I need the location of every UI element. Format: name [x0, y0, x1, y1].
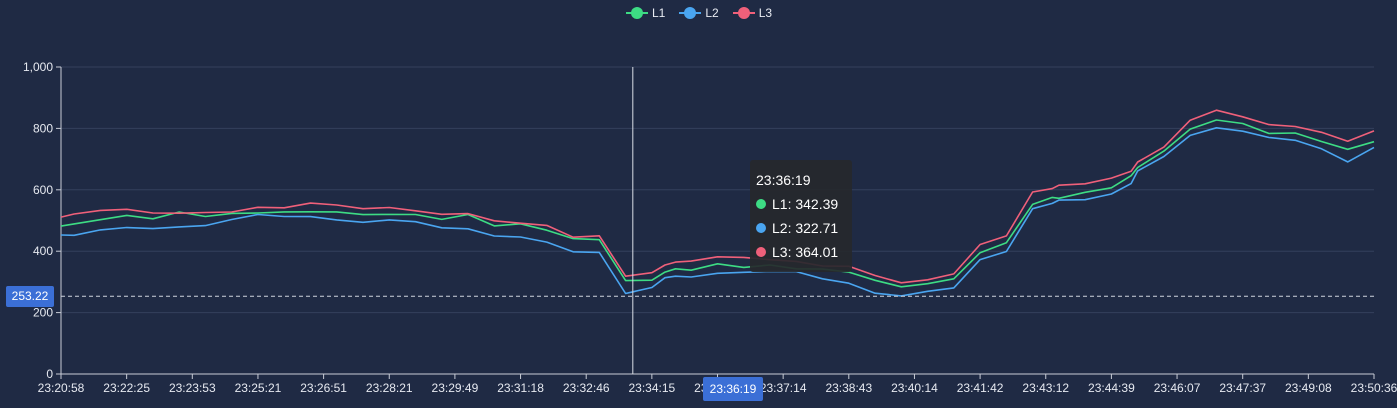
- xtick-label-0: 23:20:58: [38, 381, 85, 395]
- legend-swatch-l1: [626, 7, 648, 19]
- tooltip: 23:36:19 L1: 342.39 L2: 322.71 L3: 364.0…: [750, 160, 852, 272]
- legend-item-l1[interactable]: L1: [626, 6, 665, 20]
- xtick-label-3: 23:25:21: [235, 381, 282, 395]
- xtick-label-19: 23:49:08: [1285, 381, 1332, 395]
- tooltip-row-l3: L3: 364.01: [756, 240, 846, 264]
- xtick-label-15: 23:43:12: [1022, 381, 1069, 395]
- ytick-label-0: 0: [46, 367, 53, 381]
- tooltip-title: 23:36:19: [756, 172, 811, 188]
- xtick-label-5: 23:28:21: [366, 381, 413, 395]
- tooltip-text-l2: L2: 322.71: [772, 220, 839, 236]
- legend-item-l2[interactable]: L2: [679, 6, 719, 20]
- series-line-l2[interactable]: [60, 127, 1375, 297]
- ytick-label-4: 800: [33, 121, 53, 135]
- legend-swatch-l2: [679, 7, 702, 19]
- tooltip-dot-l2: [756, 223, 766, 233]
- tooltip-row-l1: L1: 342.39: [756, 192, 846, 216]
- tooltip-text-l1: L1: 342.39: [772, 196, 839, 212]
- tooltip-text-l3: L3: 364.01: [772, 244, 839, 260]
- ytick-label-5: 1,000: [23, 60, 53, 74]
- ytick-label-2: 400: [33, 244, 53, 258]
- xtick-label-2: 23:23:53: [169, 381, 216, 395]
- tooltip-row-l2: L2: 322.71: [756, 216, 846, 240]
- xtick-label-8: 23:32:46: [563, 381, 610, 395]
- xtick-label-18: 23:47:37: [1219, 381, 1266, 395]
- xtick-label-4: 23:26:51: [300, 381, 347, 395]
- ytick-label-3: 600: [33, 183, 53, 197]
- legend-label-l2: L2: [705, 6, 719, 20]
- tooltip-dot-l3: [756, 247, 766, 257]
- xtick-label-6: 23:29:49: [432, 381, 479, 395]
- series-line-l3[interactable]: [60, 109, 1375, 284]
- xtick-label-14: 23:41:42: [957, 381, 1004, 395]
- legend-label-l3: L3: [758, 6, 773, 20]
- xtick-label-16: 23:44:39: [1088, 381, 1135, 395]
- ytick-label-1: 200: [33, 306, 53, 320]
- crosshair-y-badge: 253.22: [6, 286, 54, 307]
- xtick-label-13: 23:40:14: [891, 381, 938, 395]
- series-line-l1[interactable]: [60, 119, 1375, 288]
- legend-item-l3[interactable]: L3: [732, 6, 773, 20]
- xtick-label-9: 23:34:15: [628, 381, 675, 395]
- xtick-label-7: 23:31:18: [497, 381, 544, 395]
- tooltip-dot-l1: [756, 199, 766, 209]
- xtick-label-20: 23:50:36: [1351, 381, 1397, 395]
- legend-swatch-l3: [732, 7, 755, 19]
- xtick-label-12: 23:38:43: [825, 381, 872, 395]
- xtick-label-17: 23:46:07: [1154, 381, 1201, 395]
- xtick-label-11: 23:37:14: [760, 381, 807, 395]
- legend: L1 L2 L3: [626, 4, 772, 22]
- legend-label-l1: L1: [652, 6, 666, 20]
- xtick-label-1: 23:22:25: [103, 381, 150, 395]
- crosshair-x-badge: 23:36:19: [703, 377, 763, 401]
